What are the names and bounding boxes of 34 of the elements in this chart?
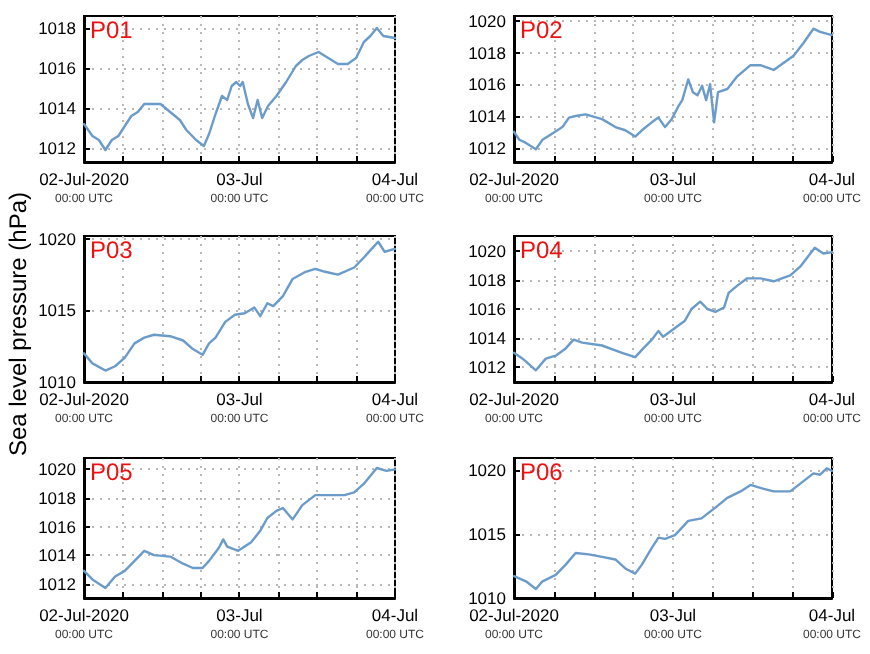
y-tick-label: 1012	[468, 137, 507, 158]
y-tick-label: 1018	[38, 488, 77, 508]
y-tick-label: 1015	[38, 300, 77, 321]
y-axis-title: Sea level pressure (hPa)	[4, 189, 32, 461]
y-tick-label: 1016	[38, 516, 77, 537]
chart-title: P05	[90, 458, 134, 486]
y-tick-label: 1020	[468, 459, 507, 480]
y-tick-label: 1014	[468, 105, 507, 126]
y-tick-label: 1010	[468, 588, 507, 608]
chart-title: P04	[520, 236, 564, 264]
y-tick-label: 1010	[38, 372, 77, 392]
y-tick-label: 1016	[38, 58, 77, 78]
y-tick-label: 1018	[468, 42, 507, 63]
y-tick-label: 1020	[38, 228, 77, 249]
line-series	[82, 466, 397, 590]
line-series	[512, 467, 834, 591]
y-tick-label: 1012	[38, 573, 77, 594]
y-tick-label: 1014	[468, 328, 507, 349]
y-tick-label: 1020	[468, 10, 507, 31]
y-tick-label: 1012	[38, 138, 77, 158]
y-tick-label: 1018	[468, 269, 507, 290]
chart-title: P06	[520, 458, 564, 486]
y-tick-label: 1014	[38, 98, 77, 118]
y-tick-label: 1016	[468, 299, 507, 319]
y-tick-label: 1012	[468, 357, 507, 378]
y-tick-label: 1020	[468, 240, 507, 261]
chart-title: P02	[520, 16, 564, 44]
y-tick-label: 1018	[38, 18, 77, 38]
chart-title: P03	[90, 236, 134, 264]
y-tick-label: 1014	[38, 545, 77, 566]
y-tick-label: 1020	[38, 459, 77, 480]
y-tick-label: 1015	[468, 523, 507, 544]
y-tick-label: 1016	[468, 74, 507, 95]
chart-title: P01	[90, 16, 134, 44]
